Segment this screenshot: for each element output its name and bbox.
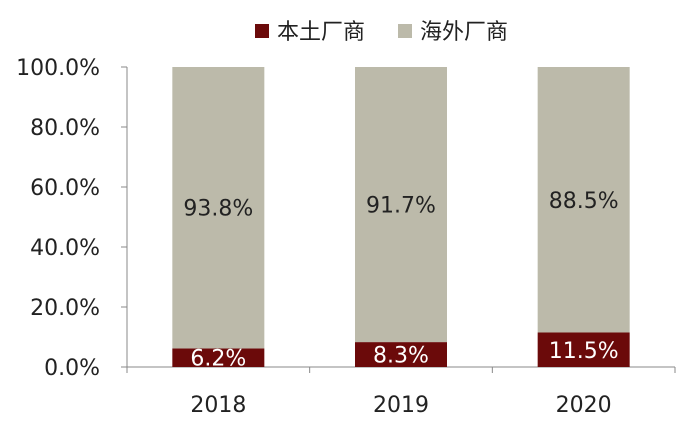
- data-label-overseas: 93.8%: [183, 197, 253, 222]
- legend-swatch-overseas: [398, 24, 412, 38]
- bar-overseas: [355, 67, 447, 343]
- data-label-domestic: 6.2%: [190, 347, 246, 372]
- x-tick-label: 2018: [190, 393, 246, 418]
- data-label-domestic: 8.3%: [373, 344, 429, 369]
- bar-domestic: [172, 348, 265, 367]
- y-tick-label: 100.0%: [16, 56, 100, 81]
- data-label-domestic: 11.5%: [549, 339, 619, 364]
- x-axis-ticks: 2018 2019 2020: [126, 367, 676, 418]
- legend: 本土厂商 海外厂商: [255, 20, 508, 45]
- y-tick-label: 60.0%: [30, 176, 100, 201]
- data-label-overseas: 91.7%: [366, 194, 436, 219]
- y-tick-label: 0.0%: [44, 356, 100, 381]
- y-axis-ticks: 0.0% 20.0% 40.0% 60.0% 80.0% 100.0%: [16, 56, 127, 381]
- bar-domestic: [355, 342, 447, 367]
- data-labels: 6.2% 93.8% 8.3% 91.7% 11.5% 88.5%: [183, 189, 618, 372]
- bar-domestic: [537, 332, 630, 367]
- legend-label-domestic: 本土厂商: [277, 20, 365, 45]
- x-tick-label: 2020: [556, 393, 612, 418]
- legend-label-overseas: 海外厂商: [420, 20, 508, 45]
- bar-overseas: [172, 67, 265, 349]
- data-label-overseas: 88.5%: [549, 189, 619, 214]
- legend-swatch-domestic: [255, 24, 269, 38]
- y-tick-label: 40.0%: [30, 236, 100, 261]
- bars: [172, 67, 630, 367]
- x-tick-label: 2019: [373, 393, 429, 418]
- y-tick-label: 20.0%: [30, 296, 100, 321]
- y-tick-label: 80.0%: [30, 116, 100, 141]
- bar-overseas: [537, 67, 630, 333]
